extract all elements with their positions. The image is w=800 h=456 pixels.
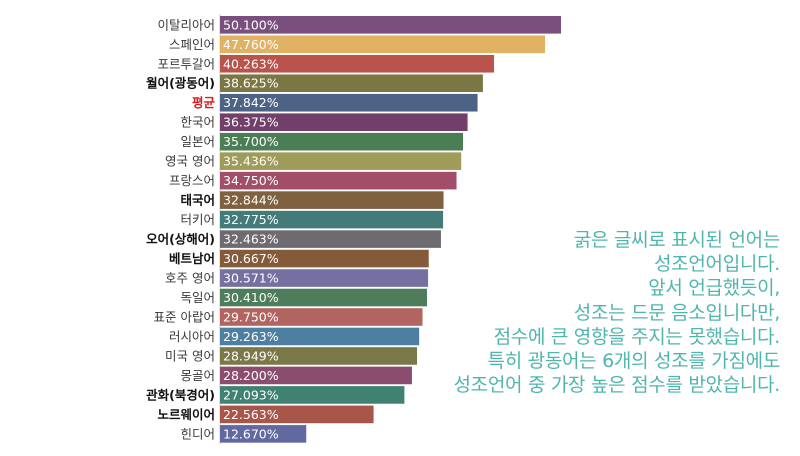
annotation-line: 앞서 언급했듯이, xyxy=(648,277,780,300)
bar xyxy=(220,93,478,112)
category-label: 독일어 xyxy=(180,290,215,305)
data-label: 30.571% xyxy=(223,271,279,286)
category-label: 포르투갈어 xyxy=(157,56,215,71)
bar xyxy=(220,54,495,73)
category-label: 이탈리아어 xyxy=(157,17,215,32)
category-label: 평균 xyxy=(192,95,216,110)
category-label: 베트남어 xyxy=(169,251,215,266)
category-label: 러시아어 xyxy=(169,329,215,344)
bar xyxy=(220,191,444,209)
category-label: 표준 아랍어 xyxy=(154,310,215,325)
category-label: 오어(상해어) xyxy=(146,232,215,247)
category-label: 한국어 xyxy=(180,115,215,130)
bar xyxy=(220,16,561,34)
data-label: 35.436% xyxy=(223,154,279,169)
bar xyxy=(220,288,427,307)
bar xyxy=(220,347,418,365)
annotation-line: 점수에 큰 영향을 주지는 못했습니다. xyxy=(493,325,781,348)
bar xyxy=(220,425,307,443)
data-label: 29.750% xyxy=(223,310,279,325)
data-label: 22.563% xyxy=(223,407,279,422)
category-label: 미국 영어 xyxy=(165,348,215,363)
category-label: 몽골어 xyxy=(180,368,215,383)
annotation-line: 성조언어 중 가장 높은 점수를 받았습니다. xyxy=(453,374,781,397)
bar xyxy=(220,113,468,131)
data-label: 50.100% xyxy=(223,17,279,32)
data-label: 32.775% xyxy=(223,212,279,227)
data-label: 35.700% xyxy=(223,134,279,149)
data-label: 37.842% xyxy=(223,95,279,110)
category-label: 프랑스어 xyxy=(169,173,215,188)
annotation-line: 성조는 드문 음소입니다만, xyxy=(573,301,781,324)
bar xyxy=(220,210,444,229)
annotation-line: 성조언어입니다. xyxy=(653,253,780,276)
data-label: 27.093% xyxy=(223,387,279,402)
bar xyxy=(220,230,441,248)
data-label: 30.667% xyxy=(223,251,279,266)
bar xyxy=(220,249,429,268)
annotation-line: 특히 광동어는 6개의 성조를 가짐에도 xyxy=(487,350,781,373)
bar xyxy=(220,366,412,385)
category-label: 호주 영어 xyxy=(165,271,215,286)
bar xyxy=(220,308,423,326)
category-label: 영국 영어 xyxy=(165,154,215,169)
annotation-text: 굵은 글씨로 표시된 언어는 성조언어입니다. 앞서 언급했듯이, 성조는 드문… xyxy=(360,228,781,397)
bar xyxy=(220,171,457,190)
data-label: 28.949% xyxy=(223,348,279,363)
data-label: 32.463% xyxy=(223,232,279,247)
data-label: 36.375% xyxy=(223,115,279,130)
data-label: 34.750% xyxy=(223,173,279,188)
bar xyxy=(220,386,405,404)
category-label: 관화(북경어) xyxy=(146,387,215,402)
bar xyxy=(220,152,462,170)
category-label: 일본어 xyxy=(180,134,215,149)
bar xyxy=(220,327,420,346)
data-label: 40.263% xyxy=(223,56,279,71)
bar xyxy=(220,74,483,93)
data-label: 32.844% xyxy=(223,193,279,208)
category-label: 태국어 xyxy=(180,193,215,208)
bar xyxy=(220,405,374,424)
data-label: 28.200% xyxy=(223,368,279,383)
category-label: 월어(광동어) xyxy=(146,76,215,91)
bar xyxy=(220,269,429,287)
annotation-line: 굵은 글씨로 표시된 언어는 xyxy=(573,229,781,251)
category-label: 힌디어 xyxy=(180,426,215,441)
bar xyxy=(220,132,463,151)
data-label: 47.760% xyxy=(223,37,279,52)
category-label: 터키어 xyxy=(180,212,215,227)
data-label: 38.625% xyxy=(223,76,279,91)
data-label: 30.410% xyxy=(223,290,279,305)
data-label: 29.263% xyxy=(223,329,279,344)
category-label: 노르웨이어 xyxy=(157,407,215,422)
data-label: 12.670% xyxy=(223,426,279,441)
bar xyxy=(220,35,546,54)
category-label: 스페인어 xyxy=(169,37,215,52)
